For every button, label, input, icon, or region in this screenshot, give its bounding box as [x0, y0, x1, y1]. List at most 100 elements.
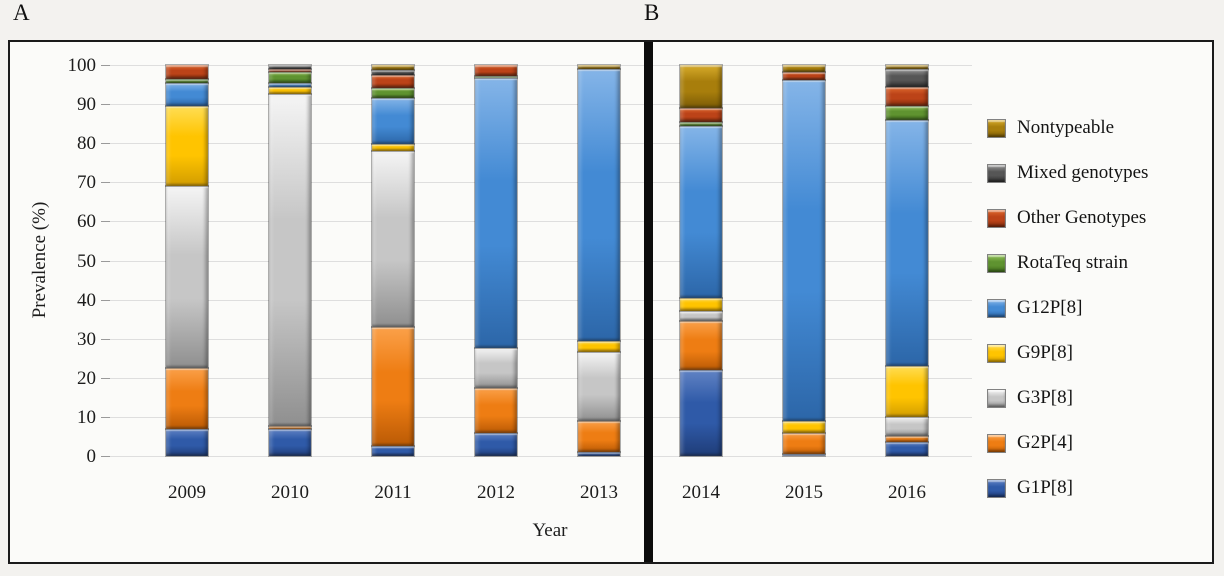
bar-segment-g12p-8-2015 — [783, 79, 825, 421]
y-tick-label-100: 100 — [67, 55, 97, 76]
legend-swatch-mixed-genotypes — [988, 164, 1005, 182]
legend-swatch-other-genotypes — [988, 209, 1005, 227]
bar-segment-g1p-8-2013 — [578, 452, 620, 456]
legend-label-g12p-8: G12P[8] — [1017, 297, 1083, 318]
bar-segment-nontypeable-2016 — [886, 65, 928, 69]
bar-segment-g3p-8-2012 — [475, 348, 517, 388]
bar-segment-nontypeable-2015 — [783, 65, 825, 73]
y-tick-mark-50 — [101, 260, 110, 262]
chart-box: Prevalence (%) Year 0 10 20 30 40 50 60 70 80 90 1… — [8, 40, 1214, 564]
y-tick-label-40: 40 — [77, 289, 96, 311]
bar-segment-g2p-4-2014 — [680, 321, 722, 370]
bar-segment-g2p-4-2012 — [475, 387, 517, 433]
y-tick-mark-20 — [101, 377, 110, 379]
bar-segment-g1p-8-2015 — [783, 454, 825, 456]
bar-segment-g12p-8-2010 — [269, 83, 311, 87]
bar-segment-nontypeable-2013 — [578, 65, 620, 69]
legend-swatch-rotateq-strain — [988, 254, 1005, 272]
y-tick-label-60: 60 — [77, 211, 96, 233]
legend-item-g2p-4: G2P[4] — [988, 431, 1073, 455]
legend-label-nontypeable: Nontypeable — [1017, 117, 1115, 138]
legend-label-g9p-8: G9P[8] — [1017, 342, 1073, 363]
bar-segment-g2p-4-2013 — [578, 420, 620, 453]
gridline-50 — [110, 260, 972, 262]
bar-segment-g2p-4-2011 — [372, 326, 414, 447]
bar-segment-nontypeable-2014 — [680, 65, 722, 108]
bar-segment-g9p-8-2014 — [680, 297, 722, 312]
x-tick-label-2012: 2012 — [477, 482, 515, 503]
bar-segment-other-genotypes-2009 — [166, 65, 208, 79]
legend-item-mixed-genotypes: Mixed genotypes — [988, 161, 1148, 185]
bar-segment-g1p-8-2016 — [886, 442, 928, 456]
gridline-60 — [110, 221, 972, 223]
x-axis-title: Year — [532, 520, 568, 541]
bar-segment-g2p-4-2009 — [166, 368, 208, 429]
bar-segment-g3p-8-2009 — [166, 186, 208, 369]
bar-segment-g1p-8-2012 — [475, 432, 517, 456]
bar-segment-g1p-8-2014 — [680, 369, 722, 456]
bar-segment-nontypeable-2011 — [372, 65, 414, 70]
bar-segment-g3p-8-2010 — [269, 94, 311, 426]
legend-swatch-g9p-8 — [988, 344, 1005, 362]
legend-item-g1p-8: G1P[8] — [988, 476, 1073, 500]
x-tick-label-2011: 2011 — [374, 482, 412, 503]
bar-segment-g3p-8-2013 — [578, 352, 620, 421]
x-tick-label-2016: 2016 — [888, 482, 926, 503]
bar-segment-rotateq-strain-2016 — [886, 106, 928, 120]
bar-segment-mixed-genotypes-2010 — [269, 65, 311, 69]
x-tick-label-2014: 2014 — [682, 482, 720, 503]
legend-label-g3p-8: G3P[8] — [1017, 387, 1073, 408]
x-tick-label-2010: 2010 — [271, 482, 309, 503]
bar-segment-other-genotypes-2011 — [372, 74, 414, 89]
y-tick-mark-10 — [101, 416, 110, 418]
y-tick-label-70: 70 — [77, 172, 96, 194]
bar-segment-g12p-8-2013 — [578, 68, 620, 341]
bar-segment-g12p-8-2009 — [166, 82, 208, 107]
bar-segment-mixed-genotypes-2011 — [372, 69, 414, 75]
bar-segment-g2p-4-2016 — [886, 435, 928, 443]
bar-segment-g9p-8-2009 — [166, 106, 208, 187]
y-tick-mark-70 — [101, 182, 110, 184]
bar-segment-other-genotypes-2015 — [783, 72, 825, 80]
bar-segment-g9p-8-2016 — [886, 366, 928, 417]
legend-label-rotateq-strain: RotaTeq strain — [1017, 252, 1129, 273]
legend-item-g12p-8: G12P[8] — [988, 296, 1082, 320]
legend-swatch-g3p-8 — [988, 389, 1005, 407]
bar-segment-mixed-genotypes-2016 — [886, 68, 928, 87]
legend-item-g3p-8: G3P[8] — [988, 386, 1073, 410]
legend-swatch-nontypeable — [988, 119, 1005, 137]
bar-segment-other-genotypes-2012 — [475, 65, 517, 76]
bar-segment-g3p-8-2014 — [680, 311, 722, 322]
bar-segment-g1p-8-2011 — [372, 446, 414, 456]
panel-divider — [644, 42, 653, 562]
bar-segment-g12p-8-2012 — [475, 77, 517, 349]
bar-segment-g12p-8-2011 — [372, 98, 414, 145]
y-tick-mark-40 — [101, 299, 110, 301]
bar-segment-g12p-8-2016 — [886, 119, 928, 367]
bar-segment-g3p-8-2011 — [372, 151, 414, 327]
bar-segment-g9p-8-2011 — [372, 144, 414, 151]
y-tick-label-0: 0 — [86, 446, 97, 467]
y-tick-mark-60 — [101, 221, 110, 223]
x-tick-label-2015: 2015 — [785, 482, 823, 503]
x-tick-label-2009: 2009 — [168, 482, 206, 503]
bar-segment-g9p-8-2010 — [269, 86, 311, 95]
y-tick-mark-0 — [101, 456, 110, 457]
gridline-20 — [110, 377, 972, 379]
panel-b-label: B — [644, 0, 660, 25]
y-tick-label-20: 20 — [77, 367, 96, 389]
legend-swatch-g1p-8 — [988, 479, 1005, 497]
y-tick-label-50: 50 — [77, 250, 96, 272]
gridline-80 — [110, 143, 972, 145]
legend-item-nontypeable: Nontypeable — [988, 116, 1114, 140]
y-tick-mark-100 — [101, 65, 110, 66]
y-tick-label-90: 90 — [77, 94, 96, 116]
bar-segment-g3p-8-2016 — [886, 416, 928, 436]
y-tick-label-10: 10 — [77, 406, 96, 428]
gridline-90 — [110, 104, 972, 106]
bar-segment-g9p-8-2015 — [783, 420, 825, 433]
bar-segment-g2p-4-2015 — [783, 432, 825, 455]
gridline-0 — [110, 456, 972, 457]
bar-segment-g12p-8-2014 — [680, 125, 722, 298]
bar-segment-other-genotypes-2010 — [269, 68, 311, 72]
